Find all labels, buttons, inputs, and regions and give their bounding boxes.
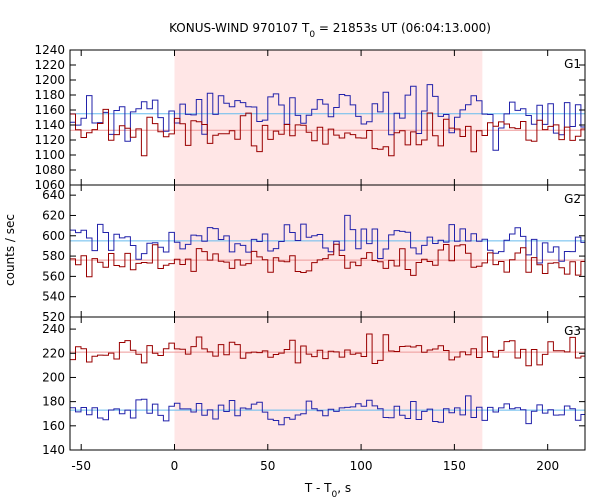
y-tick-label: 1160 <box>34 103 65 117</box>
x-tick-label: 100 <box>350 459 373 473</box>
series-red-g3 <box>70 333 585 367</box>
y-tick-label: 200 <box>42 370 65 384</box>
x-tick-label: 150 <box>443 459 466 473</box>
y-tick-label: 640 <box>42 188 65 202</box>
y-tick-label: 620 <box>42 208 65 222</box>
y-tick-label: 1120 <box>34 133 65 147</box>
panel-label: G2 <box>564 192 581 206</box>
y-tick-label: 220 <box>42 346 65 360</box>
series-red-g1 <box>70 108 585 157</box>
y-tick-label: 1060 <box>34 178 65 192</box>
x-tick-label: 200 <box>536 459 559 473</box>
y-tick-label: 180 <box>42 395 65 409</box>
x-axis-label: T - T0, s <box>304 481 351 500</box>
y-tick-label: 560 <box>42 269 65 283</box>
y-axis-label: counts / sec <box>3 214 17 286</box>
y-tick-label: 1180 <box>34 88 65 102</box>
y-tick-label: 1140 <box>34 118 65 132</box>
y-tick-label: 540 <box>42 290 65 304</box>
x-tick-label: -50 <box>71 459 91 473</box>
y-tick-label: 1200 <box>34 73 65 87</box>
y-tick-label: 1100 <box>34 148 65 162</box>
series-blue-g3 <box>70 395 585 426</box>
y-tick-label: 520 <box>42 310 65 324</box>
panel-g1: 1060108011001120114011601180120012201240… <box>34 43 586 192</box>
panel-g2: 520 540 560 580 600 620 640 G2 <box>42 184 586 324</box>
y-tick-label: 580 <box>42 249 65 263</box>
y-tick-label: 1080 <box>34 163 65 177</box>
y-tick-label: 240 <box>42 322 65 336</box>
panel-frame <box>69 316 586 451</box>
panel-label: G1 <box>564 57 581 71</box>
chart-title: KONUS-WIND 970107 T0 = 21853s UT (06:04:… <box>169 21 491 40</box>
panel-g3: 140 160 180 200 220 240 G3 <box>42 316 586 457</box>
series-red-g2 <box>70 243 585 278</box>
x-tick-label: 0 <box>171 459 179 473</box>
panel-label: G3 <box>564 324 581 338</box>
x-tick-label: 50 <box>260 459 275 473</box>
y-tick-label: 140 <box>42 443 65 457</box>
y-tick-label: 1240 <box>34 43 65 57</box>
series-blue-g1 <box>70 84 585 151</box>
y-tick-label: 1220 <box>34 58 65 72</box>
y-tick-label: 160 <box>42 419 65 433</box>
y-tick-label: 600 <box>42 229 65 243</box>
series-blue-g2 <box>70 214 585 264</box>
